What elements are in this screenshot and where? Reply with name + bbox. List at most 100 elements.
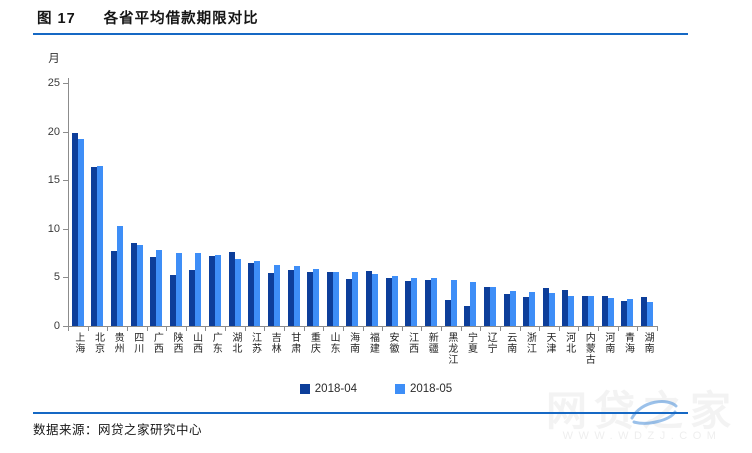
bar-2018-04-吉林 — [267, 272, 274, 326]
x-category-label: 吉林 — [264, 332, 284, 354]
bar-2018-05-江西 — [411, 278, 418, 326]
y-axis-unit-label: 月 — [48, 53, 60, 65]
bar-2018-05-甘肃 — [293, 265, 300, 326]
y-tick-label: 10 — [47, 222, 60, 235]
bar-2018-05-广西 — [156, 250, 163, 326]
x-tick-mark — [303, 327, 305, 331]
x-category-label: 宁夏 — [461, 332, 481, 354]
x-category-label-text: 甘肃 — [288, 332, 300, 354]
data-source-text: 数据来源：网贷之家研究中心 — [33, 423, 203, 437]
x-category-label-text: 山西 — [190, 332, 202, 354]
x-tick-mark — [362, 327, 364, 331]
bar-2018-04-山西 — [189, 269, 196, 326]
x-category-label: 河南 — [598, 332, 618, 354]
bar-2018-05-江苏 — [254, 260, 261, 326]
x-category-label-text: 内蒙古 — [583, 332, 595, 365]
x-category-label: 海南 — [343, 332, 363, 354]
bar-2018-04-福建 — [366, 270, 373, 326]
x-tick-mark — [598, 327, 600, 331]
x-category-label: 内蒙古 — [578, 332, 598, 365]
bar-2018-05-四川 — [136, 245, 143, 326]
bar-2018-04-上海 — [71, 132, 78, 326]
x-category-label: 云南 — [500, 332, 520, 354]
x-category-label-text: 山东 — [328, 332, 340, 354]
x-category-label: 黑龙江 — [441, 332, 461, 365]
figure-title-row: 图 17 各省平均借款期限对比 — [37, 7, 259, 28]
figure-title: 各省平均借款期限对比 — [103, 11, 259, 27]
x-category-label-text: 浙江 — [524, 332, 536, 354]
bar-2018-05-天津 — [548, 292, 555, 326]
x-category-label-text: 安徽 — [386, 332, 398, 354]
bar-2018-04-贵州 — [110, 251, 117, 326]
legend-item-2018-05: 2018-05 — [395, 383, 452, 395]
bar-2018-04-河南 — [601, 295, 608, 326]
y-tick-mark — [63, 83, 68, 84]
x-category-label-text: 天津 — [544, 332, 555, 354]
y-tick-label: 25 — [47, 77, 60, 89]
bar-2018-05-吉林 — [273, 264, 280, 326]
bar-2018-05-安徽 — [391, 276, 398, 326]
x-category-label-text: 河北 — [563, 332, 575, 354]
x-category-label: 湖南 — [637, 332, 657, 354]
x-tick-mark — [283, 327, 285, 331]
x-category-label-text: 辽宁 — [485, 332, 497, 354]
bar-2018-04-青海 — [621, 300, 628, 326]
x-category-label-text: 贵州 — [112, 332, 124, 354]
x-tick-mark — [68, 327, 69, 331]
x-category-label-text: 广东 — [210, 332, 222, 354]
bar-2018-04-陕西 — [169, 275, 176, 326]
bar-2018-04-新疆 — [425, 280, 431, 326]
bar-2018-04-湖南 — [640, 296, 647, 326]
y-tick-mark — [63, 228, 68, 230]
x-tick-mark — [166, 327, 168, 331]
bar-2018-05-青海 — [627, 298, 634, 326]
bar-2018-04-四川 — [130, 243, 137, 326]
x-category-label: 上海 — [68, 332, 88, 354]
bar-2018-04-天津 — [542, 288, 549, 326]
bar-2018-05-北京 — [97, 165, 104, 326]
x-category-label: 陕西 — [166, 332, 186, 354]
bar-2018-05-贵州 — [116, 225, 123, 326]
bar-2018-04-宁夏 — [464, 305, 471, 326]
bar-2018-04-广西 — [150, 256, 157, 326]
top-divider — [33, 33, 688, 35]
bar-2018-05-广东 — [215, 255, 222, 326]
bar-2018-05-新疆 — [431, 278, 437, 326]
bar-2018-05-海南 — [352, 271, 359, 326]
bar-2018-05-湖北 — [234, 258, 241, 326]
x-category-label: 甘肃 — [284, 332, 304, 354]
x-tick-mark — [126, 327, 128, 331]
x-category-label-text: 上海 — [72, 332, 84, 354]
bar-2018-04-广东 — [209, 256, 216, 326]
legend-swatch-2018-04 — [299, 384, 310, 394]
bar-2018-04-甘肃 — [287, 269, 294, 326]
x-category-label: 天津 — [539, 332, 559, 354]
y-tick-mark — [63, 180, 68, 182]
x-category-label-text: 云南 — [504, 332, 516, 354]
x-tick-mark — [441, 327, 443, 331]
x-tick-mark — [185, 327, 187, 331]
y-tick-mark — [63, 131, 68, 133]
x-category-label: 江苏 — [245, 332, 265, 354]
bar-2018-05-重庆 — [313, 268, 320, 326]
chart-legend: 2018-04 2018-05 — [0, 383, 752, 395]
figure-number: 图 17 — [37, 11, 76, 27]
x-category-label-text: 湖南 — [642, 332, 654, 354]
y-tick-label: 15 — [47, 174, 60, 187]
x-axis — [68, 326, 658, 327]
x-category-label-text: 江苏 — [249, 332, 261, 354]
x-tick-mark — [244, 327, 246, 331]
bar-2018-05-上海 — [77, 139, 84, 326]
x-tick-mark — [87, 327, 89, 331]
bar-2018-05-黑龙江 — [450, 280, 457, 326]
x-tick-mark — [460, 327, 462, 331]
x-category-label-text: 青海 — [622, 332, 634, 354]
bar-2018-04-江苏 — [248, 262, 255, 326]
bar-2018-04-黑龙江 — [444, 299, 451, 326]
y-tick-mark — [63, 277, 68, 279]
legend-label-2018-04: 2018-04 — [314, 383, 357, 395]
bar-2018-05-浙江 — [529, 291, 536, 326]
bar-2018-05-辽宁 — [489, 287, 496, 326]
